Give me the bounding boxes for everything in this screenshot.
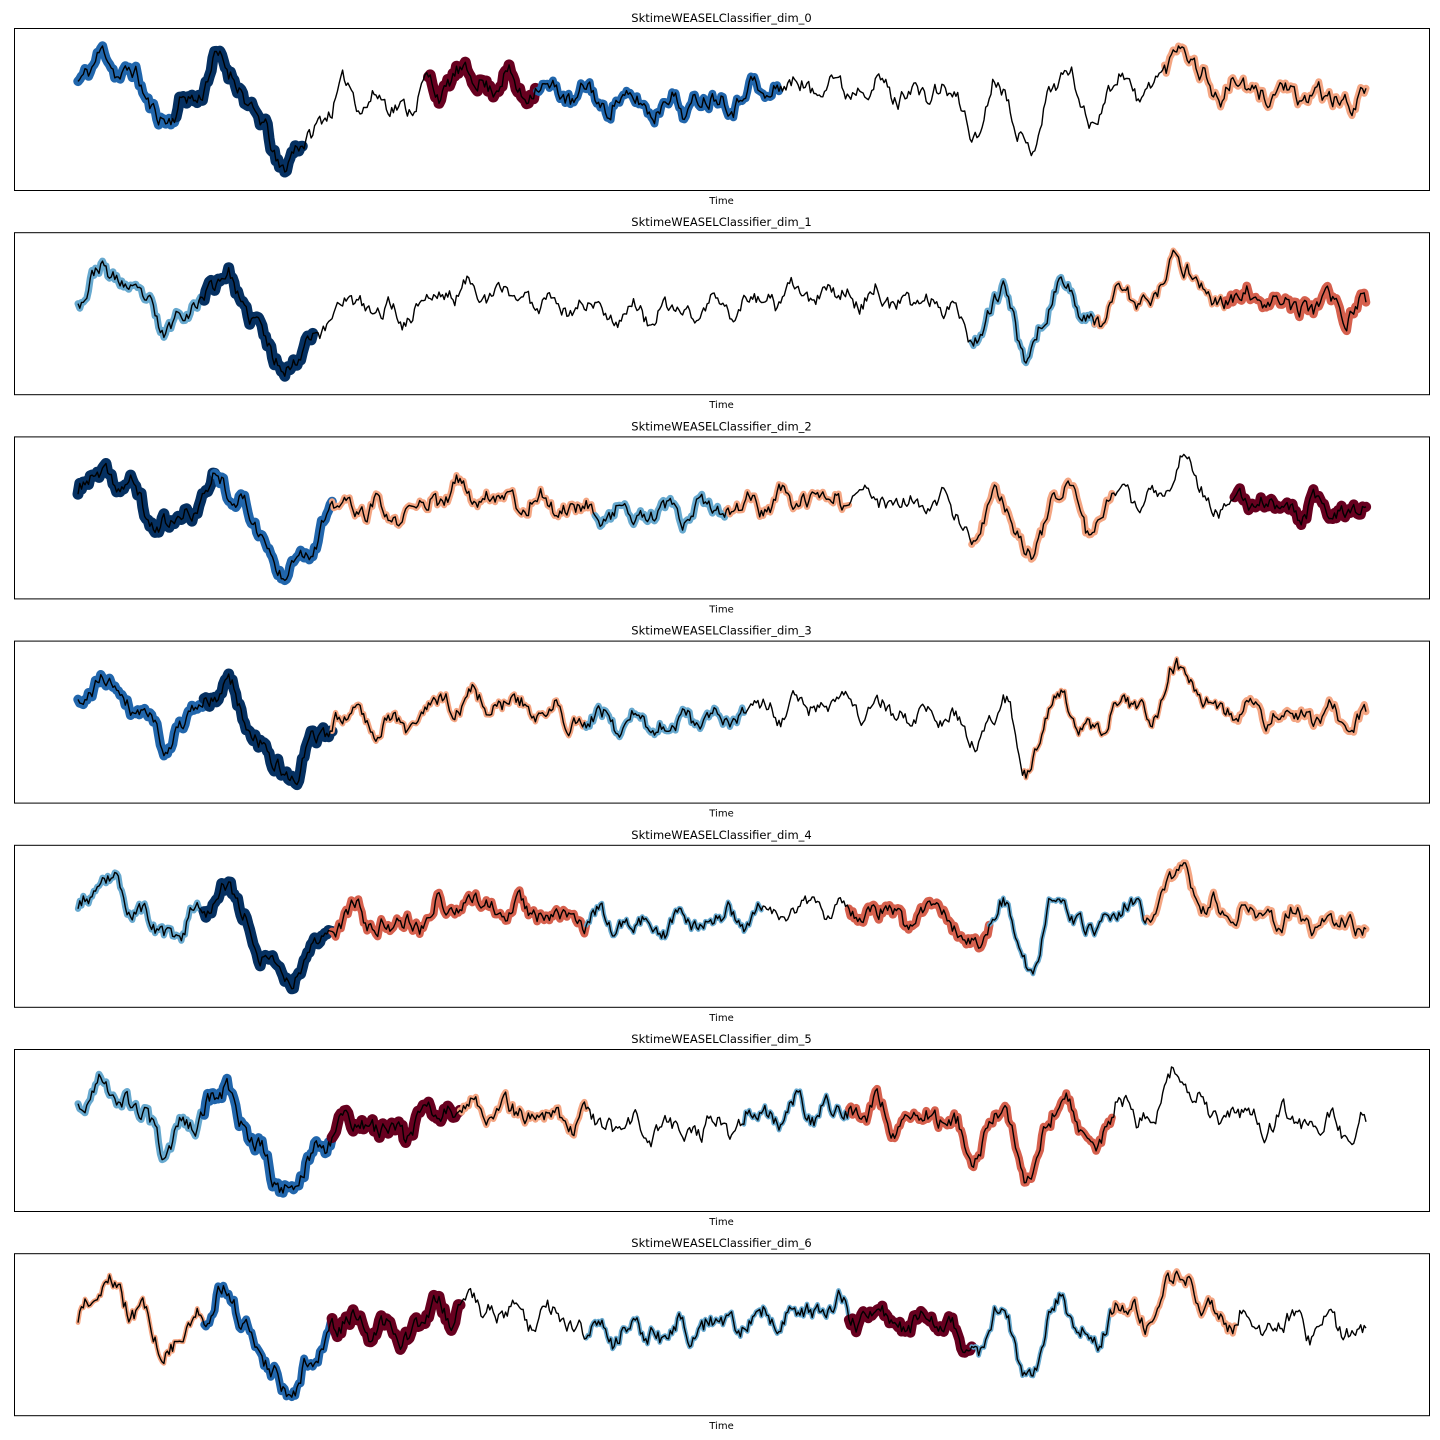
- axes-frame: [14, 232, 1430, 396]
- subplot-title: SktimeWEASELClassifier_dim_3: [631, 624, 811, 638]
- importance-segment: [75, 1272, 207, 1366]
- importance-segment: [73, 41, 181, 130]
- importance-segment: [328, 886, 591, 941]
- importance-segment: [583, 1288, 852, 1352]
- importance-segment: [845, 1084, 1116, 1187]
- series-line: [77, 453, 1367, 582]
- x-axis-label: Time: [708, 196, 733, 207]
- importance-segment: [1143, 859, 1370, 940]
- series-line: [77, 657, 1367, 786]
- importance-segment: [210, 468, 337, 586]
- importance-segment: [741, 1088, 852, 1133]
- x-axis-label: Time: [708, 604, 733, 615]
- axes-frame: [14, 28, 1430, 191]
- series-line: [77, 1270, 1367, 1398]
- subplot-4: SktimeWEASELClassifier_dim_4 Time: [14, 828, 1430, 1024]
- axes-frame: [14, 1049, 1430, 1212]
- importance-segment: [968, 273, 1098, 367]
- subplot-5: SktimeWEASELClassifier_dim_5 Time: [14, 1032, 1430, 1228]
- subplot-title: SktimeWEASELClassifier_dim_0: [631, 11, 811, 25]
- importance-segment: [1091, 247, 1229, 330]
- importance-segment: [198, 668, 338, 791]
- importance-segment: [583, 702, 747, 741]
- x-axis-label: Time: [708, 1013, 733, 1024]
- importance-segment: [198, 876, 338, 995]
- x-axis-label: Time: [708, 400, 733, 411]
- axes-frame: [14, 640, 1430, 804]
- importance-segment: [844, 896, 994, 953]
- x-axis-label: Time: [708, 1217, 733, 1228]
- subplot-title: SktimeWEASELClassifier_dim_5: [631, 1032, 811, 1046]
- importance-segment: [200, 1281, 336, 1402]
- series-line: [77, 249, 1367, 377]
- subplot-1: SktimeWEASELClassifier_dim_1 Time: [14, 215, 1430, 411]
- importance-segment: [969, 1291, 1115, 1379]
- subplot-title: SktimeWEASELClassifier_dim_1: [631, 215, 811, 229]
- importance-segment: [198, 262, 319, 382]
- axes-frame: [14, 436, 1430, 600]
- subplot-title: SktimeWEASELClassifier_dim_4: [631, 828, 811, 842]
- subplot-2: SktimeWEASELClassifier_dim_2 Time: [14, 419, 1430, 615]
- series-line: [77, 1066, 1367, 1194]
- importance-segment: [74, 257, 208, 341]
- importance-segment: [199, 1073, 337, 1198]
- axes-frame: [14, 844, 1430, 1008]
- series-line: [77, 862, 1367, 990]
- subplot-0: SktimeWEASELClassifier_dim_0 Time: [14, 11, 1430, 207]
- importance-segment: [170, 45, 308, 178]
- importance-segment: [73, 670, 209, 761]
- subplot-title: SktimeWEASELClassifier_dim_6: [631, 1236, 811, 1250]
- subplot-6: SktimeWEASELClassifier_dim_6 Time: [14, 1236, 1430, 1432]
- importance-segment: [1161, 42, 1370, 120]
- series-line: [77, 45, 1367, 173]
- importance-segment: [326, 1096, 466, 1148]
- axes-frame: [14, 1253, 1430, 1417]
- importance-segment: [1022, 656, 1237, 781]
- subplot-3: SktimeWEASELClassifier_dim_3 Time: [14, 624, 1430, 820]
- importance-segment: [1221, 281, 1371, 336]
- x-axis-label: Time: [708, 809, 733, 820]
- subplot-title: SktimeWEASELClassifier_dim_2: [631, 419, 811, 433]
- x-axis-label: Time: [708, 1421, 733, 1432]
